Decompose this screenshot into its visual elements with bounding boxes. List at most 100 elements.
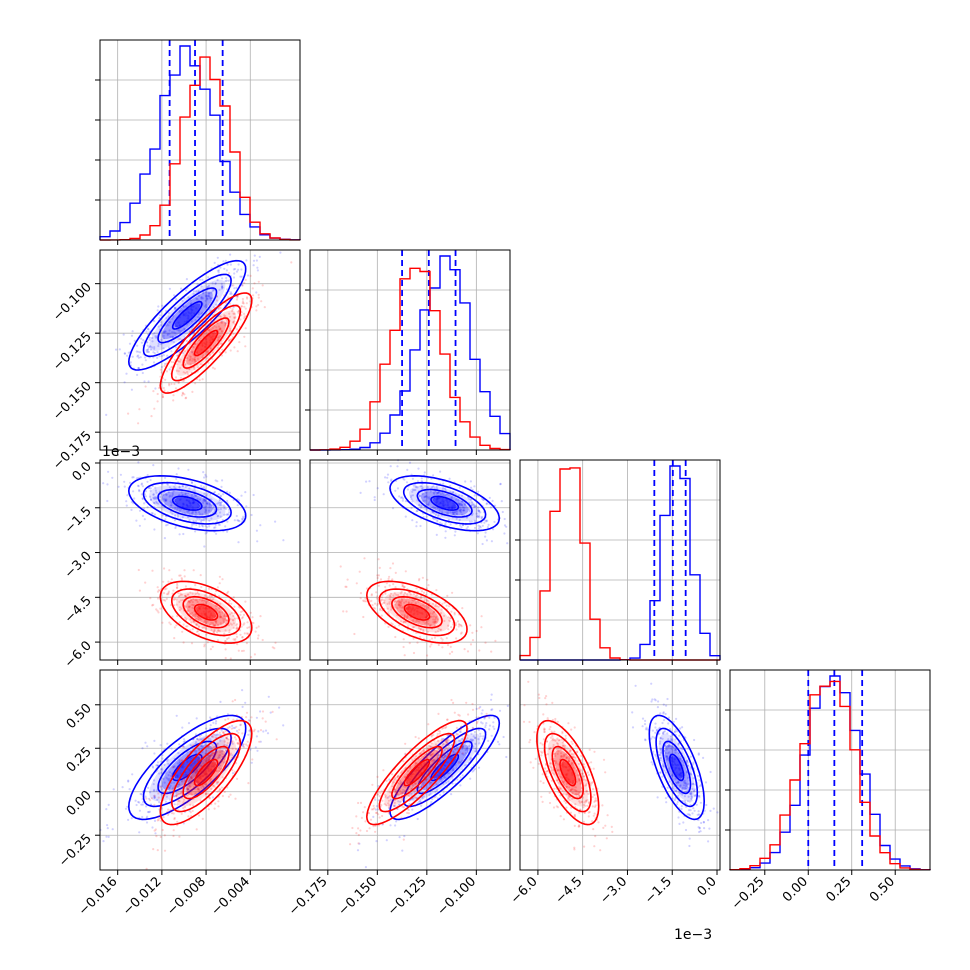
scatter-point [119, 473, 122, 476]
scatter-point [493, 504, 497, 507]
scatter-point [157, 502, 160, 505]
scatter-point [435, 485, 438, 488]
scatter-point [401, 497, 405, 500]
scatter-point [379, 578, 383, 581]
scatter-point [482, 735, 485, 738]
scatter-point [233, 346, 236, 349]
scatter-point [506, 704, 509, 708]
scatter-point [172, 589, 175, 592]
scatter-point [258, 255, 261, 258]
scatter-point [161, 483, 164, 486]
scatter-point [152, 361, 156, 364]
scatter-point [377, 793, 380, 796]
scatter-point [403, 654, 406, 657]
scatter-point [163, 537, 166, 540]
scatter-point [448, 652, 451, 655]
scatter-point [207, 294, 210, 297]
scatter-point [215, 303, 218, 306]
scatter-point [155, 500, 158, 503]
scatter-point [256, 269, 259, 272]
scatter-point [146, 480, 149, 483]
scatter-point [244, 278, 247, 281]
scatter-point [387, 481, 390, 484]
scatter-point [205, 727, 208, 730]
scatter-point [224, 525, 227, 528]
scatter-point [129, 361, 132, 364]
scatter-point [455, 513, 459, 516]
scatter-point [160, 343, 163, 346]
scatter-point [255, 626, 258, 629]
scatter-point [203, 645, 206, 648]
scatter-point [371, 604, 374, 607]
scatter-point [213, 367, 216, 370]
scatter-point [394, 489, 397, 492]
scatter-point [438, 510, 441, 513]
scatter-point [651, 698, 654, 701]
scatter-point [202, 499, 205, 502]
scatter-point [398, 836, 401, 839]
scatter-point [139, 351, 142, 354]
scatter-point [208, 295, 211, 298]
scatter-point [199, 574, 202, 577]
scatter-point [239, 275, 242, 278]
scatter-point [386, 476, 389, 479]
scatter-point [147, 350, 150, 353]
scatter-point [384, 592, 387, 595]
scatter-point [399, 496, 403, 499]
scatter-point [231, 700, 234, 703]
scatter-point [205, 295, 208, 298]
scatter-point [652, 750, 655, 753]
scatter-point [149, 348, 152, 351]
scatter-point [502, 735, 505, 739]
scatter-point [163, 592, 166, 595]
scatter-point [490, 698, 493, 701]
scatter-point [235, 328, 239, 331]
scatter-point [387, 577, 390, 580]
scatter-point [463, 509, 466, 512]
scatter-point [461, 774, 464, 777]
scatter-point [681, 726, 684, 729]
scatter-point [161, 621, 164, 624]
scatter-point [179, 329, 183, 333]
scatter-point [460, 511, 463, 514]
scatter-point [154, 387, 157, 390]
scatter-point [372, 815, 375, 819]
scatter-point [441, 491, 444, 494]
scatter-point [219, 700, 222, 704]
scatter-point [208, 502, 212, 505]
scatter-point [194, 520, 198, 523]
scatter-point [429, 645, 432, 648]
scatter-point [461, 607, 464, 610]
scatter-point [217, 493, 220, 496]
scatter-point [145, 821, 149, 824]
scatter-point [216, 586, 219, 589]
scatter-point [166, 523, 169, 526]
scatter-point [432, 491, 435, 494]
scatter-point [168, 321, 171, 324]
scatter-point [376, 595, 379, 598]
scatter-point [389, 567, 392, 570]
scatter-point [477, 510, 481, 513]
scatter-point [178, 311, 181, 314]
scatter-point [214, 479, 217, 482]
scatter-point [653, 736, 656, 740]
scatter-point [172, 315, 175, 318]
scatter-point [682, 821, 685, 824]
scatter-point [411, 519, 414, 522]
scatter-point [191, 809, 194, 813]
scatter-point [214, 526, 217, 529]
scatter-point [434, 490, 437, 493]
scatter-point [107, 803, 110, 807]
scatter-point [368, 480, 371, 483]
scatter-point [164, 476, 167, 479]
scatter-point [217, 308, 220, 311]
scatter-point [448, 734, 451, 738]
scatter-point [227, 636, 230, 640]
scatter-point [153, 513, 156, 516]
scatter-point [436, 774, 439, 777]
scatter-point [256, 266, 259, 269]
scatter-point [245, 302, 248, 305]
scatter-point [376, 602, 379, 605]
scatter-point [213, 508, 216, 512]
scatter-point [173, 382, 176, 386]
